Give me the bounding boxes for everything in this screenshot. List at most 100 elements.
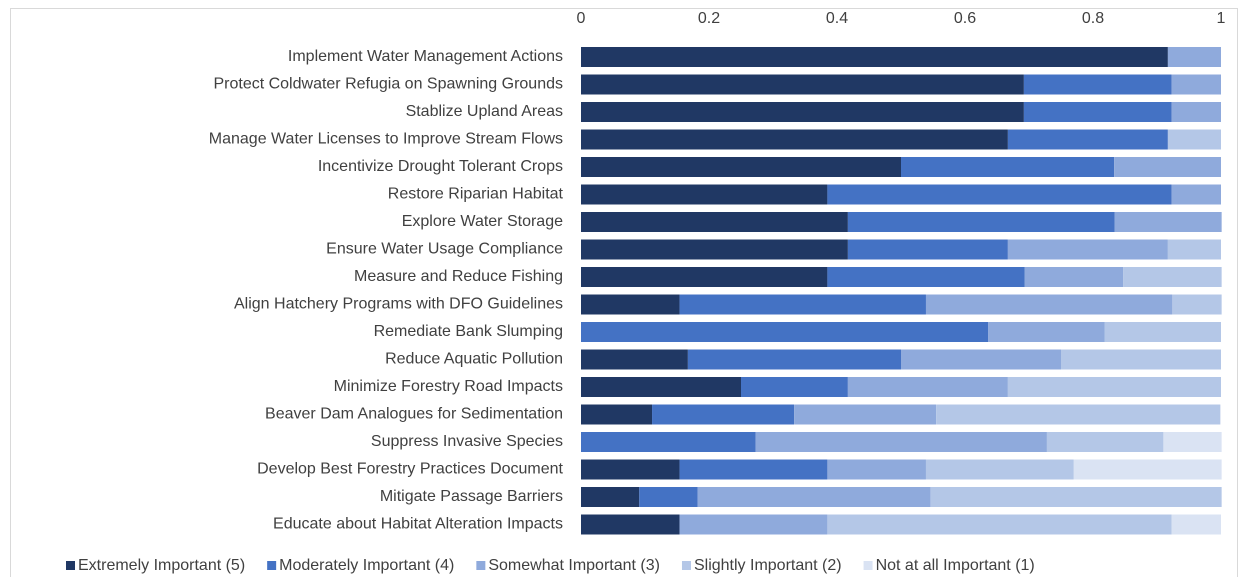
bar-segment [581,239,848,260]
legend-label: Somewhat Important (3) [488,557,660,574]
bar-segment [847,377,1008,397]
bar-segment [930,487,1222,507]
bar-segment [581,294,680,315]
bar-segment [901,349,1061,370]
bar-segment [936,404,1221,425]
legend-swatch [476,561,486,570]
y-tick-label: Reduce Aquatic Pollution [385,351,563,368]
bar-segment [581,404,653,425]
bar-segment [581,157,901,177]
bar-segment [581,487,640,507]
bar-segment [827,459,926,480]
bar-segment [679,514,828,535]
bar-segment [794,404,937,425]
bar-segment [827,267,1025,287]
bar-segment [925,294,1173,315]
bar-segment [679,459,828,480]
bar-segment [1167,47,1221,67]
y-tick-label: Manage Water Licenses to Improve Stream … [209,131,563,148]
bar-segment [581,377,741,397]
bar-segment [581,74,1024,95]
x-tick-label: 0.8 [1082,10,1104,27]
bar-segment [1123,267,1222,287]
bar-segment [1023,102,1172,122]
bar-segment [1023,74,1172,95]
bar-segment [1073,459,1222,480]
bar-segment [679,294,926,315]
bar-segment [581,349,688,370]
y-tick-label: Restore Riparian Habitat [388,186,564,203]
y-tick-label: Suppress Invasive Species [371,433,563,450]
bar-segment [581,514,680,535]
bar-segment [1114,157,1221,177]
y-tick-label: Implement Water Management Actions [288,48,563,65]
bar-segment [581,102,1024,122]
bar-segment [581,184,828,205]
bar-segment [581,47,1168,67]
y-tick-label: Develop Best Forestry Practices Document [257,461,563,478]
y-tick-label: Explore Water Storage [402,213,563,230]
bar-segment [1171,74,1221,95]
legend-swatch [267,561,277,570]
y-tick-label: Stablize Upland Areas [406,103,563,120]
bar-segment [1104,322,1221,342]
y-tick-label: Protect Coldwater Refugia on Spawning Gr… [213,76,563,93]
bar-segment [925,459,1074,480]
bar-segment [652,404,795,425]
y-tick-label: Measure and Reduce Fishing [354,268,563,285]
bar-segment [581,129,1008,150]
legend-swatch [863,561,873,570]
bar-segment [581,212,848,232]
y-tick-label: Align Hatchery Programs with DFO Guideli… [234,296,563,313]
bar-segment [581,459,680,480]
y-tick-label: Educate about Habitat Alteration Impacts [273,516,563,533]
legend-swatch [66,561,75,570]
bar-segment [1167,129,1221,150]
x-tick-label: 1 [1217,10,1226,27]
bar-segment [1171,102,1221,122]
bar-segment [687,349,901,370]
bar-segment [1007,239,1168,260]
legend-label: Extremely Important (5) [78,557,245,574]
x-tick-label: 0.4 [826,10,848,27]
chart-frame [10,8,1238,577]
bar-segment [901,157,1115,177]
y-tick-label: Minimize Forestry Road Impacts [334,378,563,395]
bar-segment [847,239,1008,260]
bar-segment [1114,212,1222,232]
bar-segment [755,432,1047,452]
bar-segment [581,267,828,287]
bar-segment [1007,129,1168,150]
bar-segment [581,432,756,452]
y-tick-label: Remediate Bank Slumping [374,323,563,340]
legend-label: Not at all Important (1) [876,557,1035,574]
y-tick-label: Incentivize Drought Tolerant Crops [318,158,563,175]
legend-label: Slightly Important (2) [694,557,842,574]
legend-label: Moderately Important (4) [279,557,454,574]
bar-segment [1024,267,1124,287]
bar-segment [1171,184,1221,205]
bar-segment [847,212,1115,232]
bar-segment [827,514,1172,535]
bar-segment [1163,432,1222,452]
x-tick-label: 0 [577,10,586,27]
bar-segment [639,487,698,507]
bar-segment [988,322,1105,342]
y-tick-label: Mitigate Passage Barriers [380,488,563,505]
bar-segment [1046,432,1164,452]
bar-segment [1007,377,1221,397]
bar-segment [697,487,931,507]
bar-segment [1061,349,1221,370]
y-tick-label: Ensure Water Usage Compliance [326,241,563,258]
bar-segment [1172,294,1222,315]
x-tick-label: 0.2 [698,10,720,27]
legend-swatch [681,561,691,570]
bar-segment [827,184,1172,205]
bar-segment [1171,514,1221,535]
x-tick-label: 0.6 [954,10,976,27]
bar-segment [581,322,989,342]
y-tick-label: Beaver Dam Analogues for Sedimentation [265,406,563,423]
bar-segment [741,377,848,397]
bar-segment [1167,239,1221,260]
